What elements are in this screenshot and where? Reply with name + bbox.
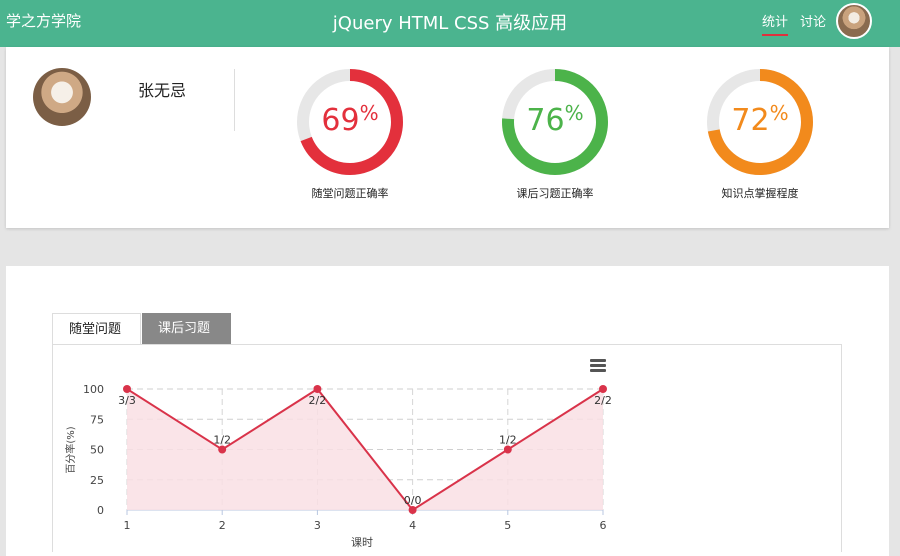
gauge-value: 76% [526,101,584,138]
page-title: jQuery HTML CSS 高级应用 [332,13,568,34]
gauge-homework-accuracy: 76% 课后习题正确率 [500,67,610,217]
user-avatar[interactable] [836,3,872,39]
gauge-label: 随堂问题正确率 [311,187,389,200]
gauge-label: 课后习题正确率 [516,187,594,200]
gauge-knowledge-mastery: 72% 知识点掌握程度 [705,67,815,217]
nav-stats[interactable]: 统计 [762,11,789,36]
chart-container [52,344,842,552]
gauge-ring [297,69,403,175]
divider [234,69,235,131]
gauge-value: 69% [321,101,379,138]
tab-homework[interactable]: 课后习题 [142,313,231,344]
gauge-label: 知识点掌握程度 [721,187,799,200]
tab-inclass-questions[interactable]: 随堂问题 [52,313,141,344]
top-bar: 学之方学院 jQuery HTML CSS 高级应用 统计 讨论 [0,0,900,47]
summary-card: 张无忌 69% 随堂问题正确率 76% 课后习题正确率 72% 知识点掌握程度 [6,47,889,228]
chart-menu-icon[interactable] [590,359,606,373]
brand-name[interactable]: 学之方学院 [6,12,82,30]
nav-discussion[interactable]: 讨论 [800,15,827,30]
gauge-ring [707,69,813,175]
profile-avatar [33,68,91,126]
gauge-value: 72% [731,101,789,138]
user-name: 张无忌 [138,81,187,100]
gauge-ring [502,69,608,175]
gauge-inclass-accuracy: 69% 随堂问题正确率 [295,67,405,217]
